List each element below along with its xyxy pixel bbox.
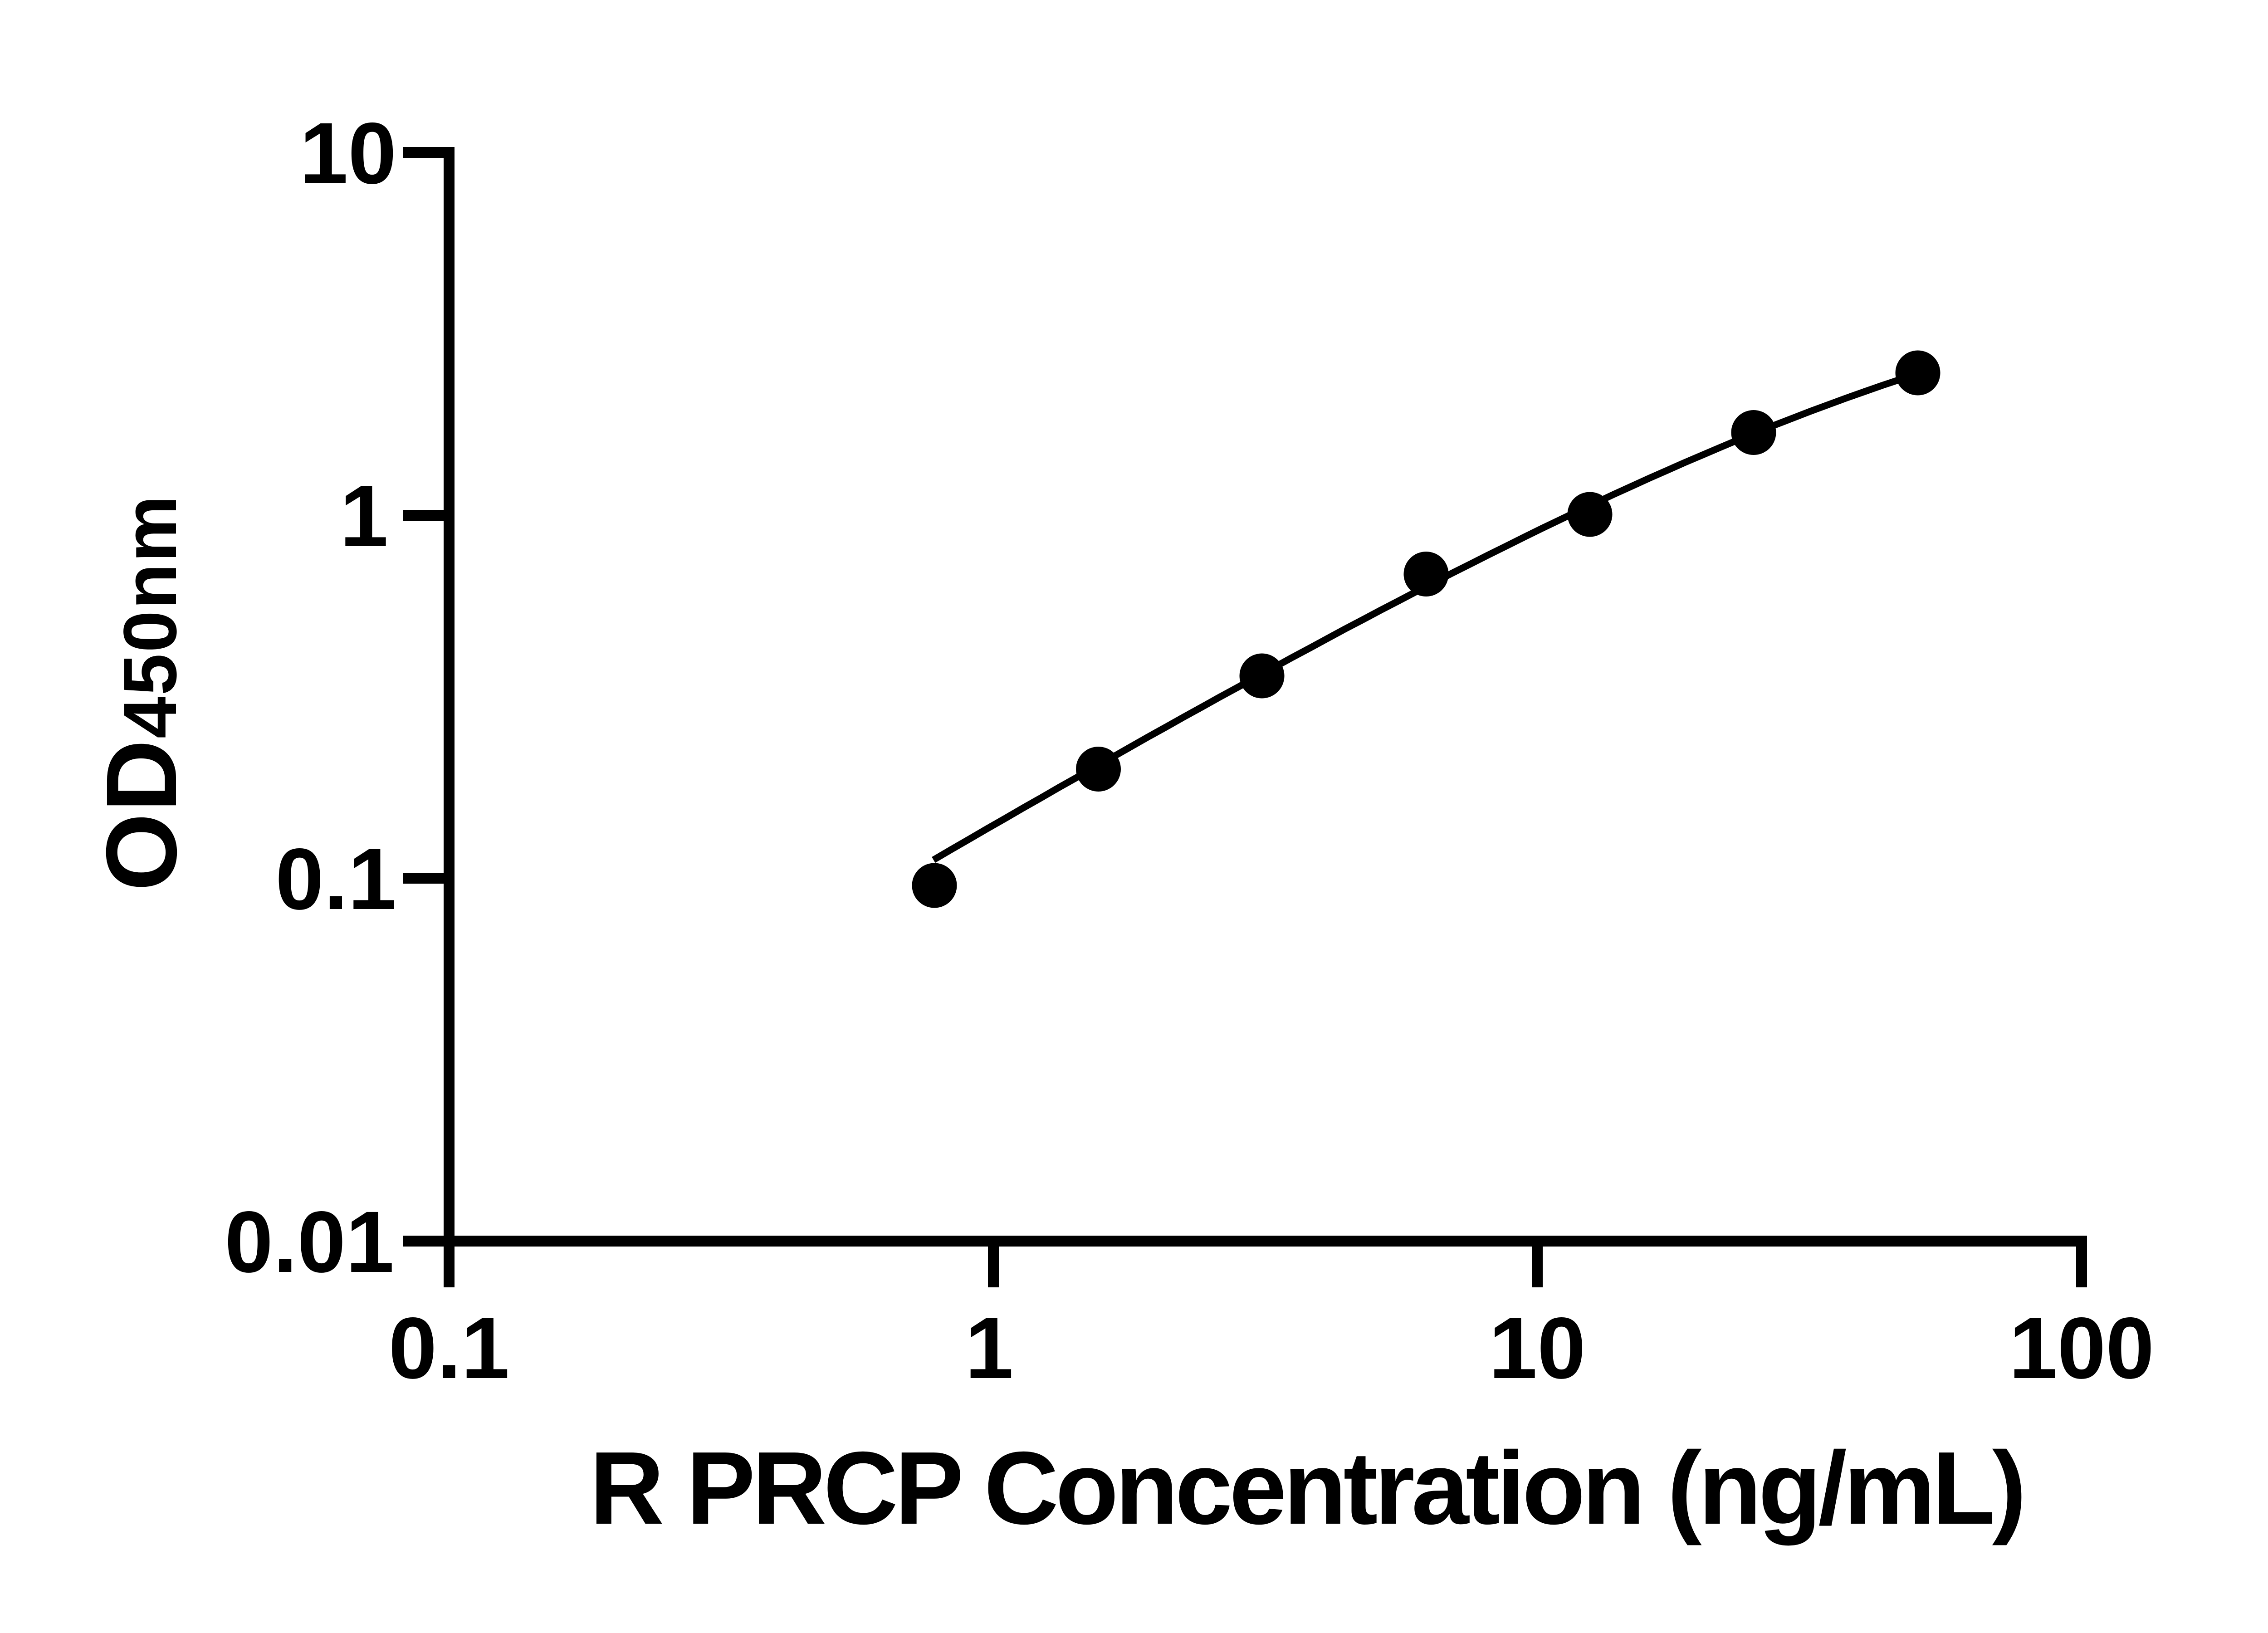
- svg-text:0.1: 0.1: [275, 830, 396, 928]
- svg-text:1: 1: [340, 467, 388, 565]
- svg-text:10: 10: [1489, 1299, 1586, 1397]
- svg-text:0.01: 0.01: [225, 1193, 394, 1291]
- svg-text:1: 1: [965, 1299, 1014, 1397]
- svg-text:OD450nm: OD450nm: [85, 494, 197, 891]
- svg-text:100: 100: [2009, 1299, 2154, 1397]
- svg-text:R PRCP Concentration (ng/mL): R PRCP Concentration (ng/mL): [590, 1431, 2024, 1546]
- svg-text:10: 10: [299, 104, 396, 202]
- svg-text:0.1: 0.1: [389, 1299, 510, 1397]
